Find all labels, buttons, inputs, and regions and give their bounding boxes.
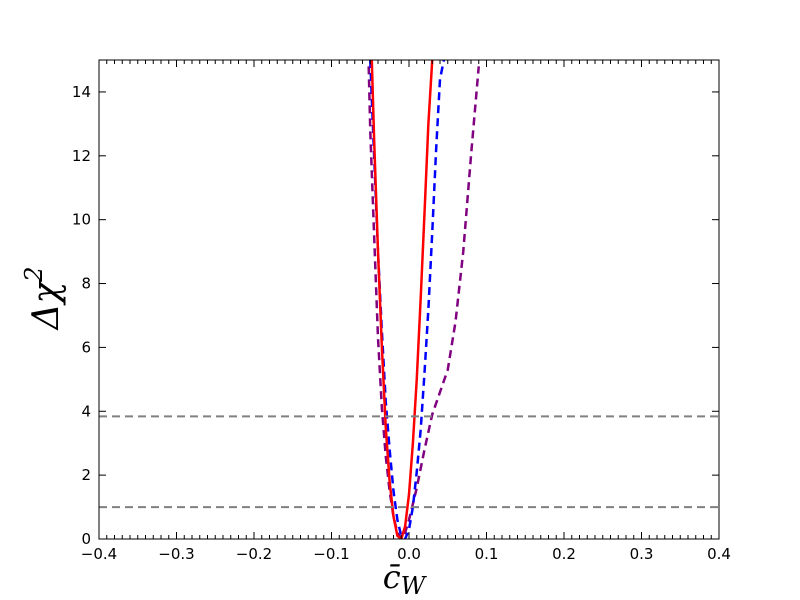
plot-frame	[98, 59, 720, 540]
x-tick-label: 0.4	[707, 545, 731, 563]
x-tick-label: 0.0	[397, 545, 421, 563]
y-tick-label: 8	[81, 275, 91, 293]
x-tick-label: −0.1	[313, 545, 349, 563]
series-line-1	[367, 66, 480, 539]
y-tick-label: 2	[81, 466, 91, 484]
series-group	[367, 60, 480, 539]
y-tick-label: 6	[81, 338, 91, 356]
x-axis-label-main: c̄	[383, 558, 401, 596]
x-tick-label: −0.4	[81, 545, 117, 563]
y-axis-label: Δχ2	[20, 266, 67, 331]
series-line-2	[369, 60, 446, 539]
y-tick-label: 0	[81, 530, 91, 548]
x-tick-label: −0.3	[158, 545, 194, 563]
x-tick-label: 0.1	[475, 545, 499, 563]
tick-marks	[98, 60, 720, 540]
y-tick-labels: 0 2 4 6 8 10 12 14	[72, 83, 91, 548]
y-tick-label: 12	[72, 147, 91, 165]
y-tick-label: 14	[72, 83, 91, 101]
y-axis-label-sup: 2	[20, 266, 48, 282]
y-tick-label: 4	[81, 402, 91, 420]
x-axis-label: c̄W	[383, 558, 428, 600]
x-axis-label-sub: W	[401, 572, 428, 600]
y-tick-label: 10	[72, 211, 91, 229]
x-tick-labels: −0.4 −0.3 −0.2 −0.1 0.0 0.1 0.2 0.3 0.4	[81, 545, 731, 563]
x-tick-label: −0.2	[236, 545, 272, 563]
x-tick-label: 0.2	[552, 545, 576, 563]
series-line-3	[370, 60, 434, 539]
y-axis-label-main: Δχ	[26, 280, 67, 332]
x-tick-label: 0.3	[630, 545, 654, 563]
